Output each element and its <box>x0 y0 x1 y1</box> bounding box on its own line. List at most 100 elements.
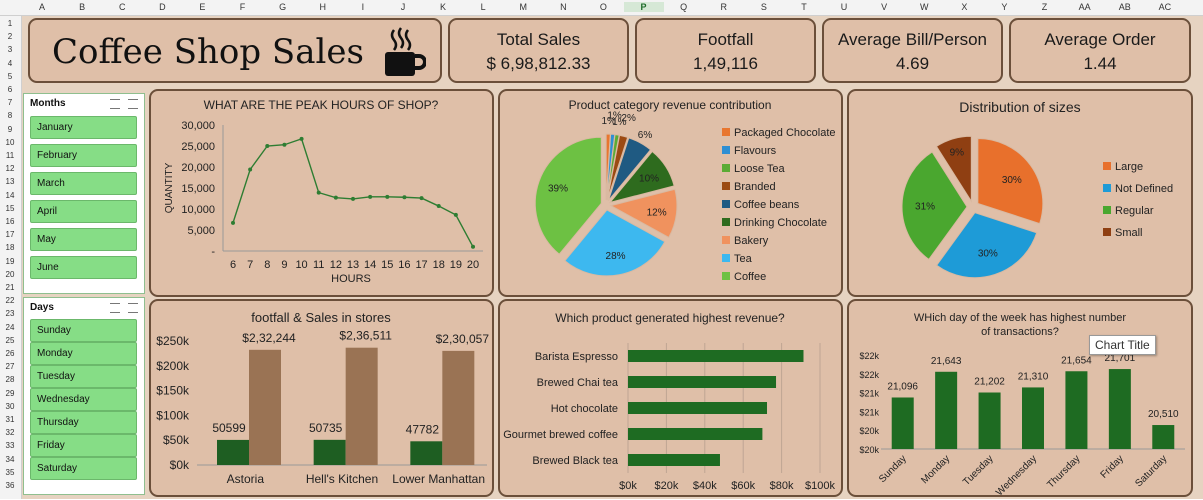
column-header[interactable]: H <box>319 2 326 12</box>
row-header[interactable]: 33 <box>5 441 15 451</box>
legend-label: Branded <box>734 181 776 193</box>
row-header[interactable]: 4 <box>7 58 13 68</box>
column-header[interactable]: M <box>519 2 527 12</box>
category-revenue-chart[interactable]: Product category revenue contribution 1% 1… <box>498 89 843 297</box>
row-header[interactable]: 11 <box>5 151 15 160</box>
store-sales-chart[interactable]: footfall & Sales in stores $0k $50k $100k $1… <box>149 299 494 497</box>
column-header[interactable]: P <box>623 2 664 12</box>
days-slicer[interactable]: Days Sunday Monday Tuesday Wednesday Thursda… <box>23 297 145 495</box>
row-header[interactable]: 2 <box>7 32 13 42</box>
row-header[interactable]: 25 <box>5 335 15 345</box>
data-label: 50599 <box>212 421 246 435</box>
row-header[interactable]: 21 <box>5 283 15 292</box>
column-header[interactable]: S <box>760 2 767 12</box>
months-slicer[interactable]: Months January February March April May June <box>23 93 145 294</box>
row-header[interactable]: 13 <box>5 177 15 187</box>
row-header[interactable]: 34 <box>5 454 15 464</box>
column-header[interactable]: K <box>440 2 447 12</box>
size-distribution-chart[interactable]: Distribution of sizes 30% 30% 31% 9% Large Not… <box>847 89 1193 297</box>
slicer-item-thursday[interactable]: Thursday <box>30 411 137 434</box>
row-header[interactable]: 6 <box>7 85 13 94</box>
weekday-transactions-chart[interactable]: WHich day of the week has highest number… <box>847 299 1193 498</box>
column-header[interactable]: G <box>279 2 287 12</box>
slicer-item-may[interactable]: May <box>30 228 137 251</box>
row-header[interactable]: 15 <box>5 203 15 213</box>
slicer-item-april[interactable]: April <box>30 200 137 223</box>
clear-filter-icon[interactable] <box>128 99 138 109</box>
column-header[interactable]: E <box>199 2 206 12</box>
row-header[interactable]: 3 <box>7 45 13 55</box>
row-header[interactable]: 7 <box>7 98 13 108</box>
store-sales-svg: footfall & Sales in stores $0k $50k $100k $1… <box>156 310 489 486</box>
column-header[interactable]: D <box>159 2 166 12</box>
row-header[interactable]: 26 <box>5 349 15 358</box>
row-header[interactable]: 28 <box>5 375 15 385</box>
column-header[interactable]: Z <box>1041 2 1048 12</box>
clear-filter-icon[interactable] <box>128 303 138 313</box>
row-header[interactable]: 18 <box>5 243 15 253</box>
slicer-item-saturday[interactable]: Saturday <box>30 457 137 480</box>
row-header[interactable]: 17 <box>5 230 15 240</box>
column-header[interactable]: AC <box>1158 2 1172 12</box>
column-header[interactable]: Y <box>1001 2 1008 12</box>
column-header[interactable]: N <box>560 2 567 12</box>
slicer-item-wednesday[interactable]: Wednesday <box>30 388 137 411</box>
column-header[interactable]: I <box>361 2 365 12</box>
column-header[interactable]: C <box>118 2 126 12</box>
multi-select-icon[interactable] <box>110 99 120 109</box>
column-header[interactable]: X <box>961 2 968 12</box>
slicer-item-monday[interactable]: Monday <box>30 342 137 365</box>
column-header[interactable]: A <box>39 2 46 12</box>
column-header[interactable]: AA <box>1078 2 1091 12</box>
row-header[interactable]: 8 <box>7 111 13 121</box>
row-header[interactable]: 10 <box>5 137 15 147</box>
row-header[interactable]: 12 <box>5 164 15 174</box>
slicer-item-february[interactable]: February <box>30 144 137 167</box>
slicer-item-tuesday[interactable]: Tuesday <box>30 365 137 388</box>
x-tick-label: Thursday <box>1045 453 1082 490</box>
peak-hours-chart[interactable]: WHAT ARE THE PEAK HOURS OF SHOP? - 5,000 10… <box>149 89 494 297</box>
row-header[interactable]: 32 <box>5 428 15 438</box>
column-header[interactable]: AB <box>1118 2 1131 12</box>
column-header[interactable]: L <box>480 2 486 12</box>
column-header[interactable]: J <box>400 2 406 12</box>
row-header[interactable]: 35 <box>5 467 15 477</box>
data-point <box>471 244 475 249</box>
row-header[interactable]: 24 <box>5 322 15 332</box>
row-header[interactable]: 31 <box>5 415 15 424</box>
column-header[interactable]: R <box>720 2 727 12</box>
row-header[interactable]: 19 <box>5 256 15 266</box>
column-header[interactable]: B <box>79 2 86 12</box>
column-header[interactable]: W <box>919 2 929 12</box>
data-label: 21,310 <box>1018 371 1049 382</box>
slice-label: 31% <box>915 201 935 212</box>
slicer-item-march[interactable]: March <box>30 172 137 195</box>
multi-select-icon[interactable] <box>110 303 120 313</box>
legend-label: Flavours <box>734 145 777 157</box>
row-header[interactable]: 14 <box>5 190 15 200</box>
column-header[interactable]: Q <box>680 2 688 12</box>
row-header[interactable]: 9 <box>7 124 13 134</box>
product-revenue-chart[interactable]: Which product generated highest revenue?… <box>498 299 843 497</box>
row-header[interactable]: 23 <box>5 309 15 319</box>
column-header[interactable]: U <box>840 2 848 12</box>
row-header[interactable]: 30 <box>5 401 15 411</box>
legend-label: Coffee beans <box>734 199 800 211</box>
row-header[interactable]: 29 <box>5 388 15 398</box>
column-header[interactable]: O <box>599 2 607 12</box>
column-header[interactable]: V <box>881 2 888 12</box>
row-header[interactable]: 22 <box>5 296 15 306</box>
row-header[interactable]: 16 <box>5 217 15 226</box>
slicer-item-sunday[interactable]: Sunday <box>30 319 137 342</box>
row-header[interactable]: 5 <box>7 71 13 81</box>
slicer-item-june[interactable]: June <box>30 256 137 279</box>
slicer-item-friday[interactable]: Friday <box>30 434 137 457</box>
column-header[interactable]: T <box>801 2 807 12</box>
row-header[interactable]: 20 <box>5 269 15 279</box>
column-header[interactable]: F <box>239 2 246 12</box>
slicer-item-january[interactable]: January <box>30 116 137 139</box>
row-header[interactable]: 1 <box>7 19 13 28</box>
slice-label: 2% <box>621 113 636 124</box>
row-header[interactable]: 27 <box>5 362 15 372</box>
row-header[interactable]: 36 <box>5 481 15 490</box>
